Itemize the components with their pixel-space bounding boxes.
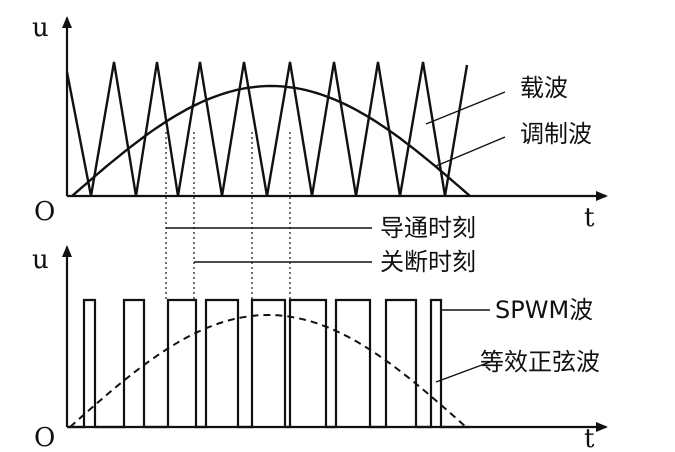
bottom-panel: u t O SPWM波 等效正弦波 <box>32 245 608 452</box>
spwm-label: SPWM波 <box>495 296 593 324</box>
top-origin-label: O <box>34 197 55 227</box>
bottom-x-axis-label: t <box>584 424 595 452</box>
bottom-origin-label: O <box>34 423 55 452</box>
carrier-label: 载波 <box>520 74 568 102</box>
modulating-label: 调制波 <box>520 120 592 148</box>
equivalent-sine-label: 等效正弦波 <box>480 348 600 376</box>
top-y-axis-label: u <box>32 13 49 43</box>
instant-labels: 导通时刻 关断时刻 <box>166 214 476 276</box>
modulating-wave <box>71 84 471 197</box>
top-panel: u t O 载波 调制波 <box>32 13 608 233</box>
switching-instant-guides <box>165 132 291 300</box>
bottom-y-axis-label: u <box>32 245 49 275</box>
spwm-pulse-train <box>67 298 470 429</box>
modulating-leader-line <box>435 136 506 167</box>
carrier-leader-line <box>425 91 506 125</box>
turn-on-label: 导通时刻 <box>380 214 476 242</box>
spwm-pulse-path <box>67 298 470 429</box>
equivalent-sine-wave <box>69 313 467 428</box>
equivalent-sine-leader-line <box>435 361 491 383</box>
turn-off-label: 关断时刻 <box>380 248 476 276</box>
carrier-wave <box>65 61 469 197</box>
top-x-axis-label: t <box>584 203 595 233</box>
